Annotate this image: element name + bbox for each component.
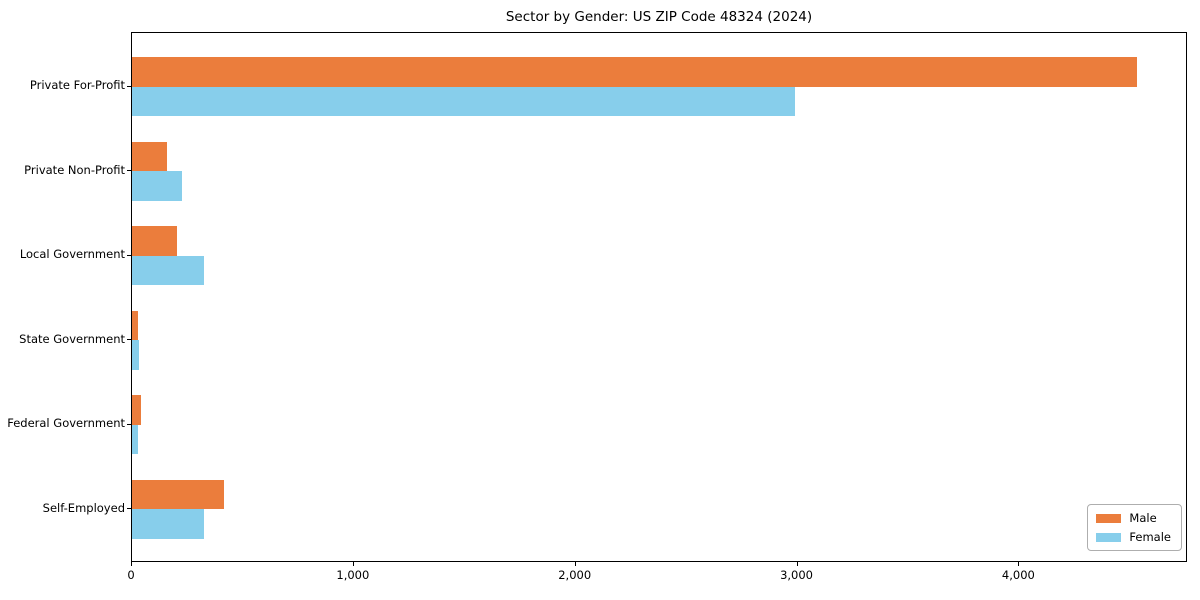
y-tick-1 (127, 170, 131, 172)
bar-male-1 (132, 141, 168, 172)
y-tick-label-0: Private For-Profit (29, 78, 125, 93)
bar-male-2 (132, 226, 178, 256)
legend-swatch-male (1096, 513, 1122, 523)
y-tick-label-2: Local Government (19, 247, 125, 262)
x-tick-2 (574, 562, 576, 566)
x-tick-label-2: 2,000 (558, 568, 592, 582)
bar-female-0 (132, 86, 796, 117)
y-tick-4 (127, 423, 131, 425)
plot-area: Male Female (131, 32, 1187, 562)
x-tick-1 (352, 562, 354, 566)
y-tick-0 (127, 85, 131, 87)
legend-item-male: Male (1096, 511, 1171, 525)
chart-title: Sector by Gender: US ZIP Code 48324 (202… (505, 9, 813, 25)
y-tick-label-5: Self-Employed (42, 500, 125, 515)
bar-male-5 (132, 479, 225, 510)
legend-item-female: Female (1096, 530, 1171, 544)
x-tick-label-3: 3,000 (780, 568, 813, 582)
bar-female-4 (132, 424, 138, 455)
bar-male-0 (132, 57, 1137, 87)
y-tick-label-4: Federal Government (7, 416, 125, 431)
legend-label-female: Female (1129, 530, 1171, 544)
bar-female-2 (132, 255, 205, 286)
bar-male-3 (132, 310, 138, 341)
bar-female-1 (132, 171, 182, 201)
x-tick-4 (1018, 562, 1020, 566)
x-tick-3 (796, 562, 798, 566)
y-tick-3 (127, 339, 131, 341)
legend: Male Female (1087, 504, 1182, 551)
y-tick-label-1: Private Non-Profit (24, 162, 125, 177)
bar-female-3 (132, 340, 139, 370)
y-tick-2 (127, 254, 131, 256)
y-tick-5 (127, 508, 131, 510)
bar-male-4 (132, 395, 141, 425)
x-tick-label-1: 1,000 (336, 568, 370, 582)
legend-swatch-female (1096, 532, 1122, 542)
legend-label-male: Male (1129, 511, 1157, 525)
x-tick-label-0: 0 (127, 568, 135, 582)
x-tick-0 (131, 562, 132, 566)
y-tick-label-3: State Government (19, 331, 125, 346)
x-tick-label-4: 4,000 (1001, 568, 1035, 582)
bar-female-5 (132, 509, 205, 539)
